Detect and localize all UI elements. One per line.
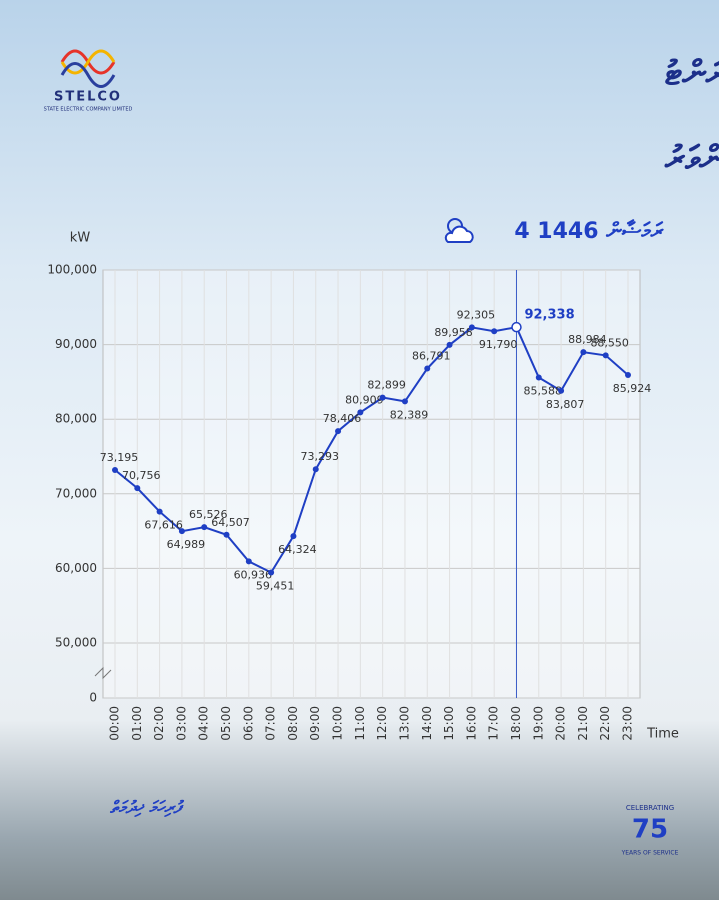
point: [156, 508, 163, 515]
x-tick-label: 14:00: [420, 706, 434, 741]
x-tick-label: 19:00: [531, 706, 545, 741]
x-axis-label: Time: [646, 727, 679, 742]
data-label: 89,958: [434, 326, 473, 339]
x-tick-label: 06:00: [241, 706, 255, 741]
logo-subtitle: STATE ELECTRIC COMPANY LIMITED: [44, 107, 133, 113]
point: [468, 324, 475, 331]
data-label: 64,989: [167, 538, 206, 551]
data-label: 78,406: [323, 412, 362, 425]
point: [268, 569, 275, 576]
weather-icon: [444, 218, 474, 243]
x-tick-label: 08:00: [286, 706, 300, 741]
y-tick-label: 80,000: [55, 412, 97, 426]
data-label: 60,936: [234, 568, 273, 581]
data-label: 92,305: [457, 308, 496, 321]
y-tick-label: 50,000: [55, 636, 97, 650]
data-label: 64,324: [278, 543, 317, 556]
x-tick-label: 09:00: [308, 706, 322, 741]
data-label: 85,924: [613, 382, 652, 395]
logo-name: STELCO: [54, 90, 122, 105]
point: [625, 372, 631, 379]
y-tick-label: 90,000: [55, 337, 97, 351]
point: [602, 352, 609, 359]
x-tick-label: 16:00: [464, 706, 478, 741]
y-tick-label: 60,000: [55, 561, 97, 575]
x-tick-label: 04:00: [197, 706, 211, 741]
data-label: 83,807: [546, 398, 585, 411]
point: [446, 341, 453, 348]
data-label: 73,195: [100, 451, 139, 464]
point: [201, 524, 208, 531]
y-tick-label: 0: [89, 691, 97, 705]
x-tick-label: 01:00: [130, 706, 144, 741]
x-tick-label: 22:00: [598, 706, 612, 741]
badge-top: CELEBRATING: [626, 804, 674, 812]
point: [335, 428, 342, 435]
data-label: 59,451: [256, 579, 295, 592]
x-tick-label: 18:00: [509, 706, 523, 741]
data-label: 67,616: [144, 519, 183, 532]
data-label: 73,293: [300, 450, 339, 463]
x-tick-label: 03:00: [174, 706, 188, 741]
point: [245, 558, 252, 565]
point: [178, 528, 185, 535]
x-tick-label: 13:00: [397, 706, 411, 741]
data-label: 91,790: [479, 338, 518, 351]
axis-break: [94, 666, 112, 680]
x-tick-label: 00:00: [108, 706, 122, 741]
point: [580, 349, 587, 356]
point: [290, 533, 297, 540]
line: [114, 326, 629, 574]
point: [357, 409, 364, 416]
logo: [60, 49, 116, 88]
point: [112, 466, 118, 473]
x-tick-label: 21:00: [576, 706, 590, 741]
point: [491, 328, 498, 335]
x-tick-label: 10:00: [331, 706, 345, 741]
x-tick-label: 23:00: [621, 706, 635, 741]
point: [312, 466, 319, 473]
badge-bottom: YEARS OF SERVICE: [621, 850, 679, 857]
data-label: 88,984: [568, 333, 607, 346]
data-label: 64,507: [211, 516, 250, 529]
data-label: 86,791: [412, 350, 451, 363]
data-label: 70,756: [122, 469, 161, 482]
data-label: 82,389: [390, 408, 429, 421]
title-line: މާލެ ސަރަހައްދުގައި ކަރަންޓު: [665, 54, 719, 94]
y-tick-label: 100,000: [47, 263, 97, 277]
y-tick-label: 70,000: [55, 486, 97, 500]
x-tick-label: 20:00: [554, 706, 568, 741]
point: [379, 394, 386, 401]
point: [223, 531, 230, 538]
x-tick-label: 15:00: [442, 706, 456, 741]
point: [558, 387, 565, 394]
x-tick-label: 05:00: [219, 706, 233, 741]
data-label: 80,909: [345, 393, 384, 406]
x-tick-label: 12:00: [375, 706, 389, 741]
plot-area: [102, 269, 641, 699]
point: [424, 365, 431, 372]
date: 4 ރަމަޟާން 1446: [514, 219, 664, 244]
x-tick-label: 17:00: [487, 706, 501, 741]
title-line: ބޭނުންކުރުމުގައިވާ މިންވަރު: [664, 139, 719, 179]
point: [134, 485, 141, 492]
slogan: ފުރިހަމަ ޚިދުމަތް: [109, 798, 184, 818]
x-tick-label: 11:00: [353, 706, 367, 741]
point: [401, 398, 408, 405]
point: [511, 321, 522, 333]
data-label: 82,899: [367, 379, 406, 392]
data-label: 88,550: [590, 336, 629, 349]
data-label: 65,526: [189, 508, 228, 521]
x-tick-label: 02:00: [152, 706, 166, 741]
data-label: 92,338: [524, 308, 574, 323]
data-label: 85,588: [524, 385, 563, 398]
x-tick-label: 07:00: [264, 706, 278, 741]
y-axis-label: kW: [70, 231, 91, 246]
point: [535, 374, 542, 381]
badge-number: 75: [632, 815, 668, 845]
